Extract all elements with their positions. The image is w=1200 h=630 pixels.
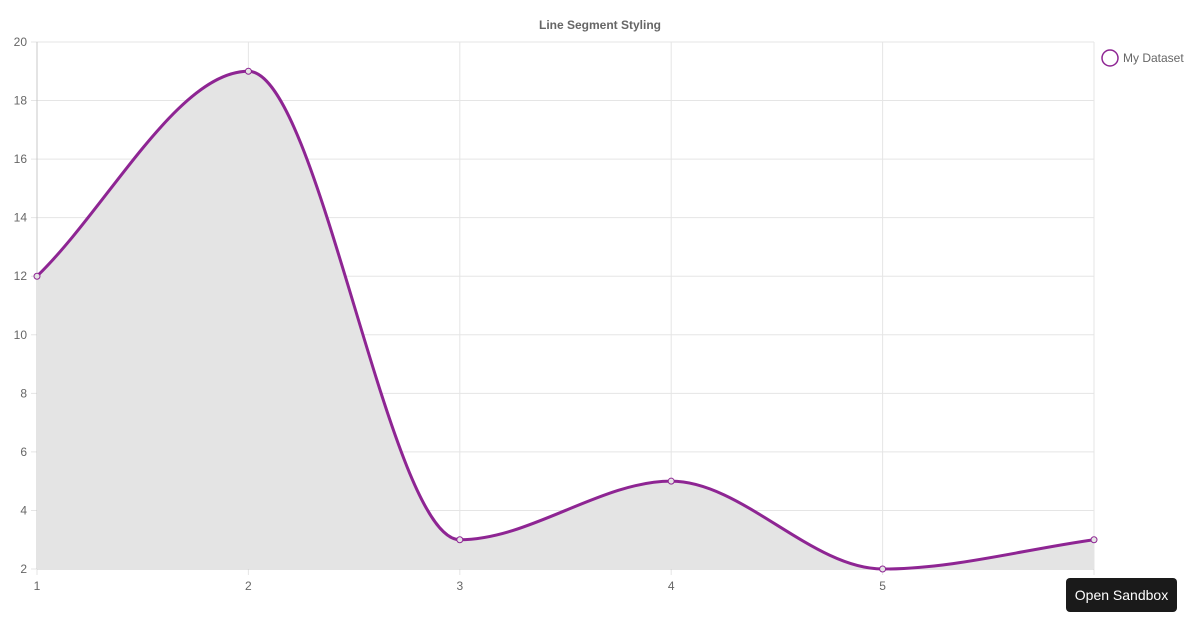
data-point[interactable]	[879, 565, 887, 573]
y-tick-label: 16	[14, 152, 28, 166]
y-axis-ticks: 2 4 6 8 10 12 14 16 18 20	[14, 35, 28, 576]
data-point[interactable]	[456, 536, 464, 544]
x-tick-label: 4	[668, 579, 675, 593]
data-point[interactable]	[667, 477, 675, 485]
y-tick-label: 10	[14, 328, 28, 342]
y-tick-label: 20	[14, 35, 28, 49]
y-tick-label: 2	[20, 562, 27, 576]
chart-title: Line Segment Styling	[539, 18, 661, 32]
y-tick-label: 6	[20, 445, 27, 459]
legend-label[interactable]: My Dataset	[1123, 51, 1184, 65]
legend-marker-icon[interactable]	[1101, 49, 1119, 67]
open-sandbox-button[interactable]: Open Sandbox	[1066, 578, 1177, 612]
y-tick-label: 8	[20, 386, 27, 400]
data-points	[33, 67, 1098, 573]
y-tick-label: 18	[14, 94, 28, 108]
y-tick-label: 4	[20, 503, 27, 517]
x-tick-label: 3	[456, 579, 463, 593]
data-point[interactable]	[244, 67, 252, 75]
x-tick-label: 1	[34, 579, 41, 593]
data-point[interactable]	[33, 272, 41, 280]
y-tick-label: 12	[14, 269, 28, 283]
x-tick-label: 5	[879, 579, 886, 593]
data-point[interactable]	[1090, 536, 1098, 544]
x-tick-label: 2	[245, 579, 252, 593]
legend[interactable]: My Dataset	[1101, 49, 1184, 67]
y-tick-label: 14	[14, 211, 28, 225]
dataset-area-fill	[37, 71, 1094, 570]
x-axis-ticks: 1 2 3 4 5	[34, 579, 887, 593]
